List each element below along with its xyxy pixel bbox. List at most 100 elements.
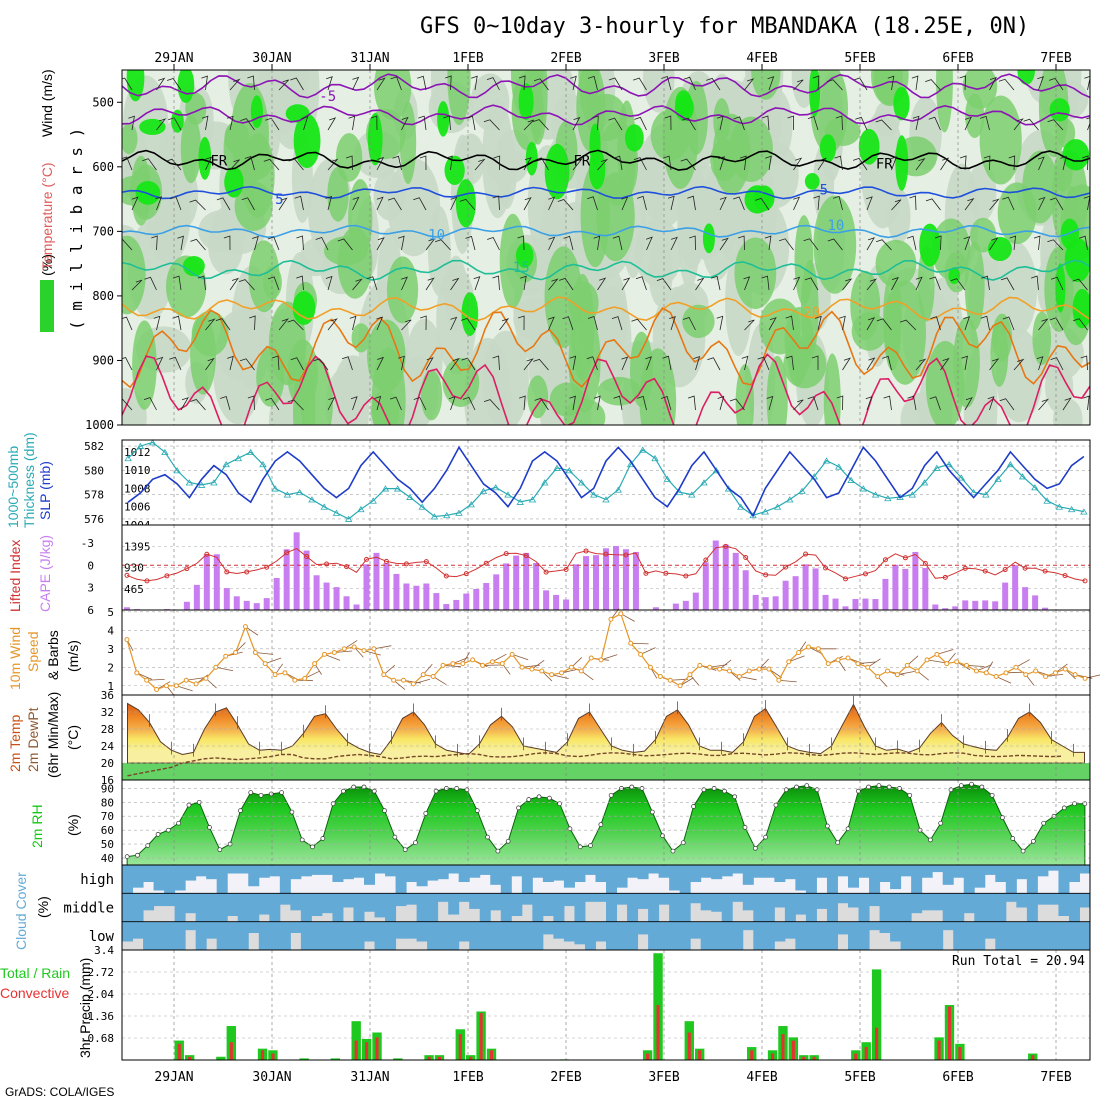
- bottom-date-label: 5FEB: [844, 1070, 875, 1085]
- ylabel-temp2m-c: (6hr Min/Max): [45, 692, 61, 778]
- cloud-bar: [132, 893, 144, 922]
- li-point: [363, 556, 369, 562]
- wind-speed-point: [796, 650, 802, 655]
- cloud-bar: [974, 921, 986, 950]
- rh2m-point: [814, 787, 820, 793]
- wind-barb: [940, 357, 950, 371]
- thickness-point: [590, 491, 598, 498]
- wind-barb: [301, 115, 309, 131]
- wind-barb: [523, 358, 534, 371]
- cape-bar: [183, 601, 190, 610]
- ylabel-wind10-c: & Barbs: [45, 630, 61, 680]
- wind-barb: [842, 357, 851, 371]
- thickness-point: [1006, 461, 1015, 468]
- cloud-bar: [153, 893, 165, 907]
- cloud-bar: [206, 921, 218, 939]
- cloud-bar: [1026, 865, 1038, 894]
- ylabel-cloud-a: Cloud Cover: [13, 872, 29, 950]
- wind-barb: [156, 77, 166, 91]
- cloud-bar: [269, 921, 281, 950]
- wind-barb: [586, 356, 598, 371]
- li-point: [403, 561, 409, 567]
- ylabel-li: Lifted Index: [7, 540, 23, 612]
- rh-blob: [766, 355, 788, 425]
- wind-speed-point: [233, 650, 239, 655]
- wind-barb: [928, 116, 941, 131]
- wind-barb: [645, 356, 652, 371]
- wind-barb: [324, 653, 341, 661]
- ylabel-wind10-a: 10m Wind: [7, 627, 23, 690]
- wind-barb: [146, 678, 165, 681]
- rh-blob: [675, 90, 692, 117]
- thickness-point: [161, 448, 169, 456]
- wind-speed-point: [223, 653, 229, 659]
- cloud-bar: [995, 921, 1007, 950]
- rh-blob: [734, 237, 777, 309]
- rh2m-point: [845, 826, 851, 832]
- wind-barb: [613, 155, 623, 171]
- li-point: [982, 568, 988, 574]
- rh-blob: [639, 348, 677, 425]
- wind-barb: [548, 278, 559, 291]
- wind-speed-point: [489, 659, 495, 665]
- wind-barb: [169, 196, 182, 211]
- cape-bar: [922, 567, 929, 610]
- precip-conv-bar: [958, 1047, 962, 1060]
- wind-barb: [989, 358, 1000, 371]
- wind-barb: [348, 115, 356, 131]
- wind-barb: [471, 75, 478, 91]
- wind-barb: [640, 647, 656, 655]
- wind-barb: [425, 277, 435, 291]
- li-point: [603, 551, 609, 557]
- wind-barb: [989, 237, 999, 251]
- li-point: [683, 573, 689, 579]
- li-point: [523, 553, 529, 559]
- wind-barb: [446, 155, 453, 171]
- rh2m-point: [320, 836, 326, 841]
- wind-barb: [288, 158, 304, 171]
- wind-barb: [911, 75, 919, 91]
- wind-speed-point: [559, 670, 565, 676]
- rh-blob: [729, 116, 773, 183]
- cape-bar: [912, 551, 919, 610]
- rh2m-point: [413, 840, 418, 846]
- cloud-bar: [406, 921, 418, 939]
- wind-speed-point: [894, 672, 900, 678]
- cape-bar: [832, 598, 839, 610]
- cloud-bar: [532, 865, 544, 878]
- cloud-bar: [332, 921, 344, 950]
- ylabel-slp: SLP (mb): [37, 461, 53, 520]
- wind-barb: [535, 157, 549, 171]
- thickness-point: [994, 475, 1002, 482]
- isotherm-label: 5: [820, 182, 828, 198]
- wind-barb: [551, 674, 569, 679]
- cape-bar: [1022, 587, 1029, 610]
- rh-blob: [936, 70, 953, 133]
- wind-barb: [136, 672, 153, 680]
- cape-bar: [263, 598, 270, 610]
- cape-bar: [343, 596, 350, 610]
- cape-bar: [992, 601, 999, 610]
- wind-barb: [432, 676, 447, 686]
- wind-speed-point: [1013, 664, 1019, 670]
- rh2m-point: [701, 787, 707, 793]
- rh2m-point: [516, 805, 521, 811]
- upper-air-panel: -5 FR FR FR 5 5 10 10 15 20 500 600 700 800 900 1000: [85, 69, 1091, 432]
- wind-barb: [517, 315, 525, 331]
- cape-bar: [193, 584, 200, 610]
- thickness-point: [1031, 484, 1039, 491]
- rh-blob: [180, 114, 202, 184]
- cloud-bar: [742, 893, 754, 911]
- li-point: [423, 559, 429, 565]
- slp-line: [127, 445, 1085, 518]
- rh2m-point: [124, 854, 130, 859]
- li-point: [164, 573, 170, 579]
- top-date-label: 1FEB: [452, 51, 483, 66]
- li-point: [264, 564, 270, 570]
- cloud-bar: [300, 865, 312, 877]
- wind-barb: [532, 119, 549, 131]
- wind-barb: [876, 318, 892, 331]
- wind-barb: [683, 76, 696, 91]
- wind-barb: [934, 235, 942, 251]
- wind-barb: [201, 115, 209, 131]
